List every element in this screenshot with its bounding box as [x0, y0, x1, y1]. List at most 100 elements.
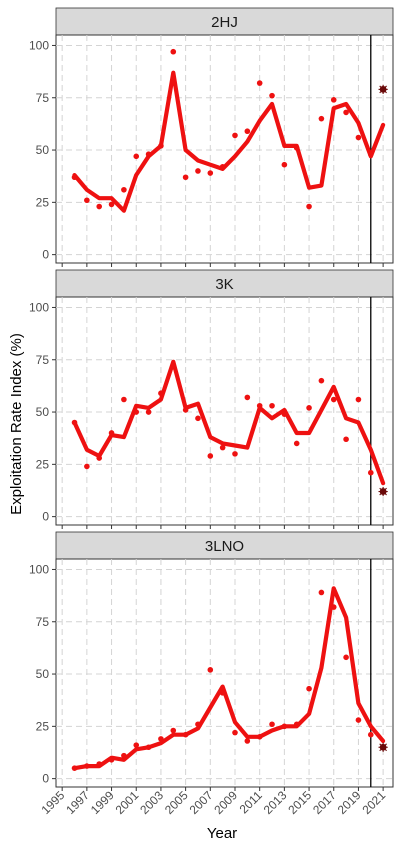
gridlines: [56, 559, 393, 787]
data-point: [219, 163, 226, 170]
data-point: [108, 201, 115, 208]
y-tick-label: 75: [36, 615, 50, 629]
data-point: [232, 451, 238, 457]
data-point: [355, 717, 362, 723]
data-point: [293, 440, 300, 447]
data-point: [232, 132, 238, 139]
data-point: [84, 463, 90, 470]
y-axis-title: Exploitation Rate Index (%): [8, 333, 25, 515]
data-point: [256, 733, 263, 740]
y-tick-label: 0: [42, 510, 49, 524]
data-point: [182, 174, 189, 181]
y-tick-label: 0: [42, 248, 49, 262]
data-point: [170, 48, 177, 55]
data-point: [96, 455, 103, 461]
data-point: [195, 721, 201, 728]
y-tick-label: 25: [36, 457, 50, 471]
data-point: [219, 444, 226, 451]
y-tick-label: 100: [29, 562, 49, 576]
gridlines: [56, 297, 393, 525]
plot-area: [55, 296, 394, 526]
data-point: [71, 765, 78, 771]
forecast-star-ray: [379, 487, 387, 496]
y-tick-label: 75: [36, 353, 50, 367]
data-point: [121, 186, 127, 193]
data-point: [219, 690, 226, 696]
data-point: [108, 757, 115, 763]
plot-area: [55, 558, 394, 788]
data-point: [170, 727, 177, 734]
forecast-star-ray: [379, 85, 387, 94]
data-point: [355, 396, 362, 403]
y-tick-label: 75: [36, 91, 50, 105]
y-tick-label: 25: [36, 719, 50, 733]
data-point: [330, 97, 337, 103]
data-point: [343, 109, 349, 116]
x-tick-label: 2017: [310, 788, 339, 817]
data-point: [293, 145, 300, 151]
data-point: [232, 729, 238, 736]
x-tick-label: 2011: [237, 788, 265, 816]
data-point: [121, 752, 127, 759]
data-point: [121, 396, 127, 403]
data-point: [207, 453, 214, 459]
data-point: [84, 197, 90, 204]
y-tick-label: 50: [36, 405, 50, 419]
data-point: [108, 430, 115, 436]
panel-title: 3K: [215, 276, 233, 293]
data-point: [256, 402, 263, 409]
data-point: [281, 723, 288, 730]
x-axis: 1995199719992001200320052007200920112013…: [39, 788, 389, 817]
data-point: [182, 407, 189, 413]
x-tick-label: 1995: [39, 788, 68, 817]
y-tick-label: 50: [36, 143, 50, 157]
data-point: [318, 115, 325, 122]
x-tick-label: 2021: [359, 788, 388, 817]
data-point: [244, 394, 251, 401]
data-point: [281, 411, 288, 417]
data-point: [244, 738, 251, 744]
data-point: [96, 761, 103, 767]
data-point: [133, 742, 140, 748]
x-tick-label: 2009: [211, 788, 240, 817]
data-point: [318, 377, 325, 384]
data-point: [256, 80, 263, 86]
x-tick-label: 2015: [285, 788, 314, 817]
data-point: [71, 419, 78, 426]
x-tick-label: 2007: [187, 788, 216, 817]
data-point: [158, 736, 164, 742]
forecast-point: [378, 84, 388, 94]
x-tick-label: 2003: [137, 788, 166, 817]
data-point: [355, 134, 362, 141]
data-point: [367, 469, 374, 476]
data-point: [244, 128, 251, 135]
forecast-point: [378, 486, 388, 497]
data-point: [330, 396, 337, 403]
y-tick-label: 0: [42, 772, 49, 786]
x-axis-title: Year: [207, 825, 237, 842]
data-point: [158, 143, 164, 149]
data-point: [145, 744, 152, 751]
panel-strip: [55, 7, 394, 36]
data-point: [207, 170, 214, 176]
data-point: [269, 721, 275, 728]
forecast-point: [378, 742, 388, 752]
data-point: [133, 153, 140, 160]
data-point: [281, 161, 288, 168]
data-point: [318, 589, 325, 596]
forecast-star-ray: [379, 743, 387, 752]
panel-3lno: 3LNO 0 25 50 75 100: [29, 531, 394, 791]
series-line: [72, 359, 386, 486]
data-point: [158, 390, 164, 397]
y-tick-label: 50: [36, 667, 50, 681]
x-tick-label: 2005: [162, 788, 191, 817]
data-point: [330, 604, 337, 610]
data-point: [145, 409, 152, 415]
x-tick-label: 2013: [261, 788, 290, 817]
data-point: [145, 151, 152, 158]
data-point: [269, 402, 275, 409]
y-tick-label: 100: [29, 300, 49, 314]
data-point: [269, 92, 275, 99]
data-point: [367, 731, 374, 738]
